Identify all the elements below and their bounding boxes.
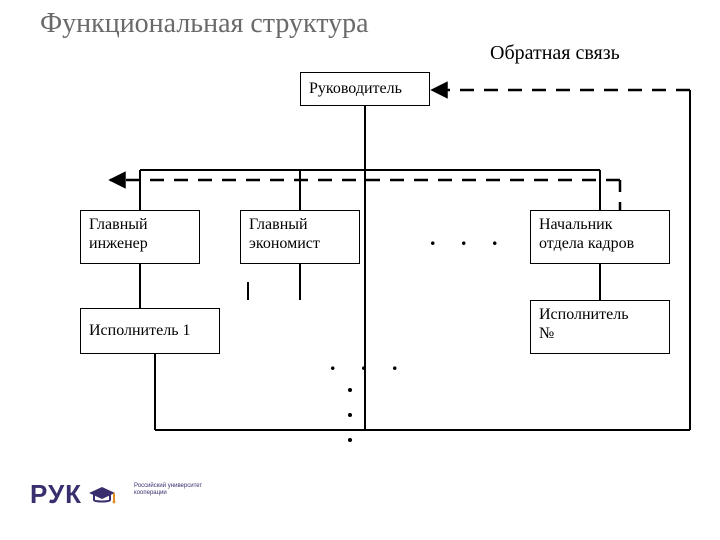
node-economist: Главныйэкономист — [240, 210, 360, 264]
continuation-dot — [348, 413, 352, 417]
feedback-label: Обратная связь — [490, 42, 620, 65]
brand-logo: РУК Российский университеткооперации — [30, 479, 116, 510]
node-exec1: Исполнитель 1 — [80, 308, 220, 354]
continuation-dot — [348, 438, 352, 442]
node-exec1-label: Исполнитель 1 — [89, 321, 191, 340]
node-hr-label: Начальникотдела кадров — [539, 215, 634, 253]
node-engineer: Главныйинженер — [80, 210, 200, 264]
node-leader: Руководитель — [300, 72, 430, 106]
logo-subtitle: Российский университеткооперации — [134, 483, 204, 496]
node-execN: Исполнитель№ — [530, 300, 670, 354]
page-title: Функциональная структура — [40, 8, 369, 40]
ellipsis-lower: . . . — [330, 350, 408, 376]
diagram-canvas: { "title": { "text": "Функциональная стр… — [0, 0, 720, 540]
ellipsis-mid: . . . — [430, 225, 508, 251]
logo-text: РУК — [30, 479, 82, 510]
continuation-dot — [348, 388, 352, 392]
node-engineer-label: Главныйинженер — [89, 215, 148, 253]
node-execN-label: Исполнитель№ — [539, 305, 629, 343]
node-hr: Начальникотдела кадров — [530, 210, 670, 264]
node-economist-label: Главныйэкономист — [249, 215, 320, 253]
graduation-cap-icon — [88, 485, 116, 505]
node-leader-label: Руководитель — [309, 79, 402, 98]
